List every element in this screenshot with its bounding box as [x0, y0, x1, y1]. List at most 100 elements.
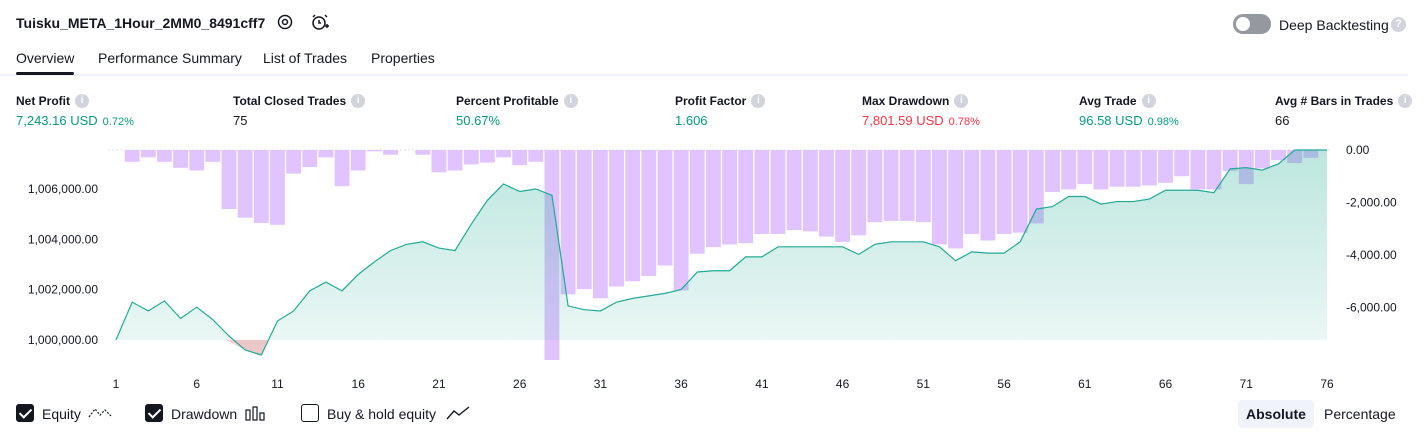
toggle-knob: [1236, 17, 1250, 31]
tab-properties[interactable]: Properties: [371, 50, 435, 66]
metric-avg-trade: Avg Trade i 96.58 USD 0.98%: [1079, 94, 1179, 128]
drawdown-bar-18: [383, 150, 398, 155]
x-axis-tick: 21: [432, 377, 446, 391]
x-axis: 1 6 11 16 21 26 31 36 41 46 51 56 61 66 71 76: [113, 377, 1334, 391]
footer: Equity Drawdown Buy & hold equity Absolu…: [0, 400, 1424, 430]
net-profit-label: Net Profit: [16, 94, 70, 108]
drawdown-bar-20: [415, 150, 430, 155]
drawdown-bar-56: [997, 150, 1012, 234]
x-axis-tick: 71: [1240, 377, 1254, 391]
alert-clock-icon[interactable]: [310, 12, 330, 32]
x-axis-tick: 46: [836, 377, 850, 391]
percent-profitable-label: Percent Profitable: [456, 94, 559, 108]
drawdown-bar-46: [835, 150, 850, 242]
drawdown-bar-48: [867, 150, 882, 222]
x-axis-tick: 36: [674, 377, 688, 391]
tab-overview[interactable]: Overview: [16, 50, 74, 66]
drawdown-bar-40: [738, 150, 753, 243]
drawdown-bar-43: [787, 150, 802, 230]
absolute-button[interactable]: Absolute: [1238, 400, 1314, 428]
x-axis-tick: 61: [1078, 377, 1092, 391]
info-icon[interactable]: i: [751, 94, 765, 108]
drawdown-bar-8: [222, 150, 237, 209]
deep-backtesting-label: Deep Backtesting: [1279, 17, 1389, 33]
equity-line-icon: [88, 405, 112, 421]
info-icon[interactable]: i: [1398, 94, 1412, 108]
drawdown-bar-31: [593, 150, 608, 298]
max-drawdown-label: Max Drawdown: [862, 94, 949, 108]
metric-max-drawdown: Max Drawdown i 7,801.59 USD 0.78%: [862, 94, 980, 128]
x-axis-tick: 1: [113, 377, 120, 391]
buy-hold-checkbox[interactable]: [301, 404, 319, 422]
drawdown-bar-44: [803, 150, 818, 231]
x-axis-tick: 31: [594, 377, 608, 391]
drawdown-bar-10: [254, 150, 269, 223]
x-axis-tick: 66: [1159, 377, 1173, 391]
drawdown-label: Drawdown: [171, 406, 237, 422]
drawdown-bar-15: [335, 150, 350, 186]
info-icon[interactable]: i: [75, 94, 89, 108]
deep-backtesting-toggle[interactable]: [1233, 14, 1271, 34]
drawdown-bar-14: [318, 150, 333, 157]
drawdown-bar-6: [189, 150, 204, 170]
equity-checkbox[interactable]: [16, 404, 34, 422]
drawdown-bar-34: [641, 150, 656, 276]
header: Tuisku_META_1Hour_2MM0_8491cff7 Deep Bac…: [0, 0, 1424, 46]
help-icon[interactable]: ?: [1391, 17, 1406, 32]
drawdown-bar-63: [1110, 150, 1125, 187]
info-icon[interactable]: i: [351, 94, 365, 108]
drawdown-bar-30: [577, 150, 592, 289]
max-drawdown-value: 7,801.59 USD: [862, 113, 944, 128]
drawdown-bar-53: [948, 150, 963, 248]
net-profit-value: 7,243.16 USD: [16, 113, 98, 128]
drawdown-bar-52: [932, 150, 947, 245]
drawdown-bar-65: [1142, 150, 1157, 185]
total-closed-trades-value: 75: [233, 113, 247, 128]
drawdown-bar-42: [771, 150, 786, 234]
drawdown-bar-69: [1207, 150, 1222, 189]
left-axis: 1,000,000.001,002,000.001,004,000.001,00…: [28, 182, 98, 347]
drawdown-bar-59: [1045, 150, 1060, 192]
drawdown-bar-70: [1223, 150, 1238, 171]
info-icon[interactable]: i: [954, 94, 968, 108]
x-axis-tick: 56: [997, 377, 1011, 391]
drawdown-bar-47: [851, 150, 866, 235]
profit-factor-label: Profit Factor: [675, 94, 746, 108]
x-axis-tick: 76: [1320, 377, 1334, 391]
buy-hold-label: Buy & hold equity: [327, 406, 436, 422]
tab-list-of-trades[interactable]: List of Trades: [263, 50, 347, 66]
info-icon[interactable]: i: [1142, 94, 1156, 108]
drawdown-bar-7: [205, 150, 220, 162]
tab-performance-summary[interactable]: Performance Summary: [98, 50, 242, 66]
drawdown-bar-26: [512, 150, 527, 165]
drawdown-checkbox[interactable]: [145, 404, 163, 422]
drawdown-bar-50: [900, 150, 915, 221]
drawdown-bar-16: [351, 150, 366, 170]
equity-drawdown-chart[interactable]: 1,000,000.00 1,002,000.00 1,004,000.00 1,00…: [0, 140, 1424, 400]
drawdown-bar-73: [1271, 150, 1286, 160]
avg-trade-value: 96.58 USD: [1079, 113, 1143, 128]
drawdown-bar-4: [157, 150, 172, 162]
avg-trade-pct: 0.98%: [1148, 116, 1179, 128]
metric-total-closed-trades: Total Closed Trades i 75: [233, 94, 365, 128]
drawdown-bar-3: [141, 150, 156, 157]
drawdown-bar-60: [1061, 150, 1076, 189]
percentage-button[interactable]: Percentage: [1316, 400, 1404, 428]
drawdown-bar-55: [980, 150, 995, 241]
drawdown-bar-67: [1174, 150, 1189, 176]
info-icon[interactable]: i: [564, 94, 578, 108]
drawdown-bar-25: [496, 150, 511, 157]
net-profit-pct: 0.72%: [103, 116, 134, 128]
profit-factor-value: 1.606: [675, 113, 708, 128]
drawdown-bar-22: [448, 150, 463, 170]
drawdown-bar-27: [528, 150, 543, 162]
metric-profit-factor: Profit Factor i 1.606: [675, 94, 765, 128]
settings-icon[interactable]: [275, 12, 295, 32]
drawdown-bar-11: [270, 150, 285, 225]
drawdown-bar-9: [238, 150, 253, 218]
buy-hold-line-icon: [446, 405, 470, 421]
left-axis-tick: 1,004,000.00: [28, 232, 98, 246]
drawdown-bar-36: [674, 150, 689, 290]
right-axis-tick: -6,000.00: [1346, 301, 1397, 315]
equity-negative-fill: [226, 340, 268, 355]
